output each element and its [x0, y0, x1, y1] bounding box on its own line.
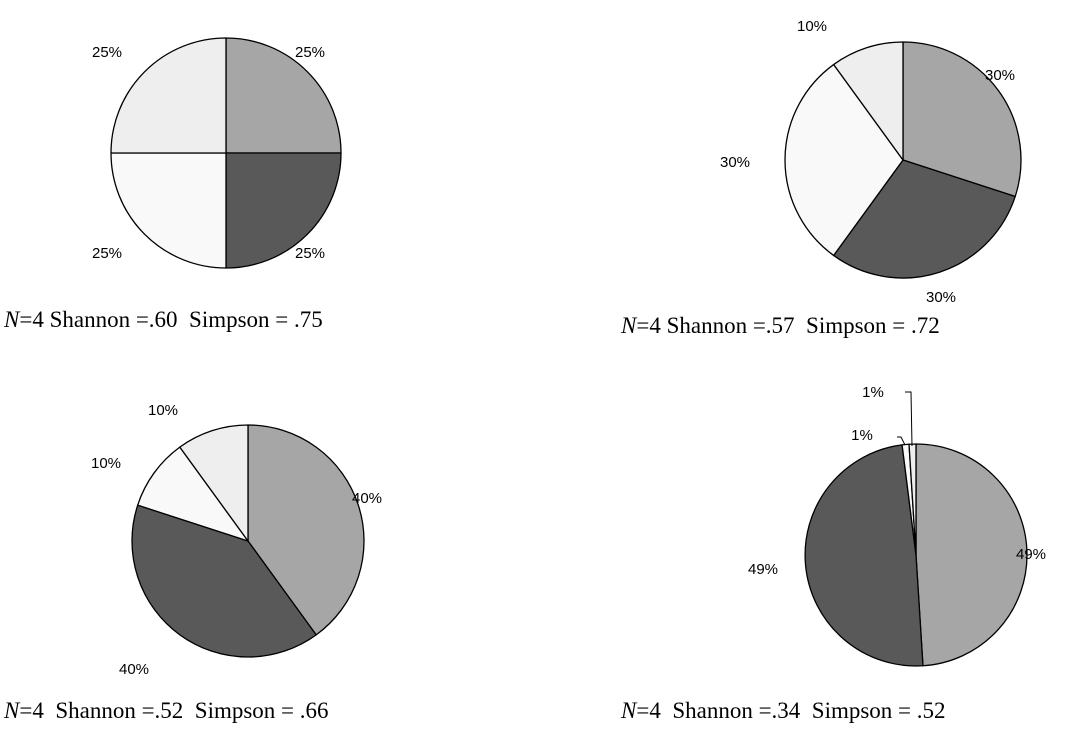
slice-label: 40%	[119, 661, 149, 678]
pie-slice	[179, 424, 249, 542]
slice-label: 49%	[1016, 546, 1046, 563]
slice-label: 30%	[720, 154, 750, 171]
chart-caption: N=4 Shannon =.60 Simpson = .75	[3, 307, 323, 332]
leader-line	[897, 436, 906, 446]
pie-slice	[784, 63, 904, 257]
slice-label: 1%	[862, 384, 884, 401]
slice-label: 30%	[985, 67, 1015, 84]
caption-stats: =4 Shannon =.52 Simpson = .66	[19, 698, 328, 723]
caption-stats: =4 Shannon =.57 Simpson = .72	[636, 313, 939, 338]
leader-line	[905, 391, 913, 447]
slice-label: 10%	[148, 402, 178, 419]
slice-label: 1%	[851, 427, 873, 444]
pie-slice	[247, 424, 365, 636]
caption-n-symbol: N	[3, 307, 21, 332]
caption-stats: =4 Shannon =.60 Simpson = .75	[19, 307, 322, 332]
pie-slice	[225, 37, 342, 154]
pie-slice	[131, 504, 317, 658]
pie-chart-2: 30% 30% 30% 10% N=4 Shannon =.57 Simpson = .…	[620, 18, 1022, 338]
pie-slice	[915, 443, 1028, 667]
slice-label: 25%	[92, 44, 122, 61]
slice-label: 25%	[92, 245, 122, 262]
slice-label: 30%	[926, 289, 956, 306]
chart-caption: N=4 Shannon =.34 Simpson = .52	[620, 698, 946, 723]
pie-slice	[832, 41, 904, 161]
pie-slice	[908, 443, 917, 556]
slice-label: 49%	[748, 561, 778, 578]
chart-caption: N=4 Shannon =.57 Simpson = .72	[620, 313, 940, 338]
caption-n-symbol: N	[620, 698, 638, 723]
pie-slice	[110, 37, 227, 154]
pie-slice	[137, 446, 249, 542]
slice-label: 10%	[91, 455, 121, 472]
slice-label: 25%	[295, 44, 325, 61]
slice-label: 10%	[797, 18, 827, 35]
pie-slice	[902, 41, 1022, 198]
caption-n-symbol: N	[3, 698, 21, 723]
pie-slice	[804, 444, 924, 667]
pie-chart-1: 25% 25% 25% 25% N=4 Shannon =.60 Simpson = .…	[3, 37, 342, 332]
caption-n-symbol: N	[620, 313, 638, 338]
caption-stats: =4 Shannon =.34 Simpson = .52	[636, 698, 945, 723]
slice-label: 40%	[352, 490, 382, 507]
pie-slice	[225, 152, 342, 269]
pie-slice	[832, 159, 1016, 279]
pie-slice	[110, 152, 227, 269]
pie-chart-3: 40% 40% 10% 10% N=4 Shannon =.52 Simpson = .…	[3, 402, 382, 723]
chart-caption: N=4 Shannon =.52 Simpson = .66	[3, 698, 329, 723]
pie-chart-4: 49% 49% 1% 1% N=4 Shannon =.34 Simpson = .52	[620, 384, 1046, 723]
slice-label: 25%	[295, 245, 325, 262]
